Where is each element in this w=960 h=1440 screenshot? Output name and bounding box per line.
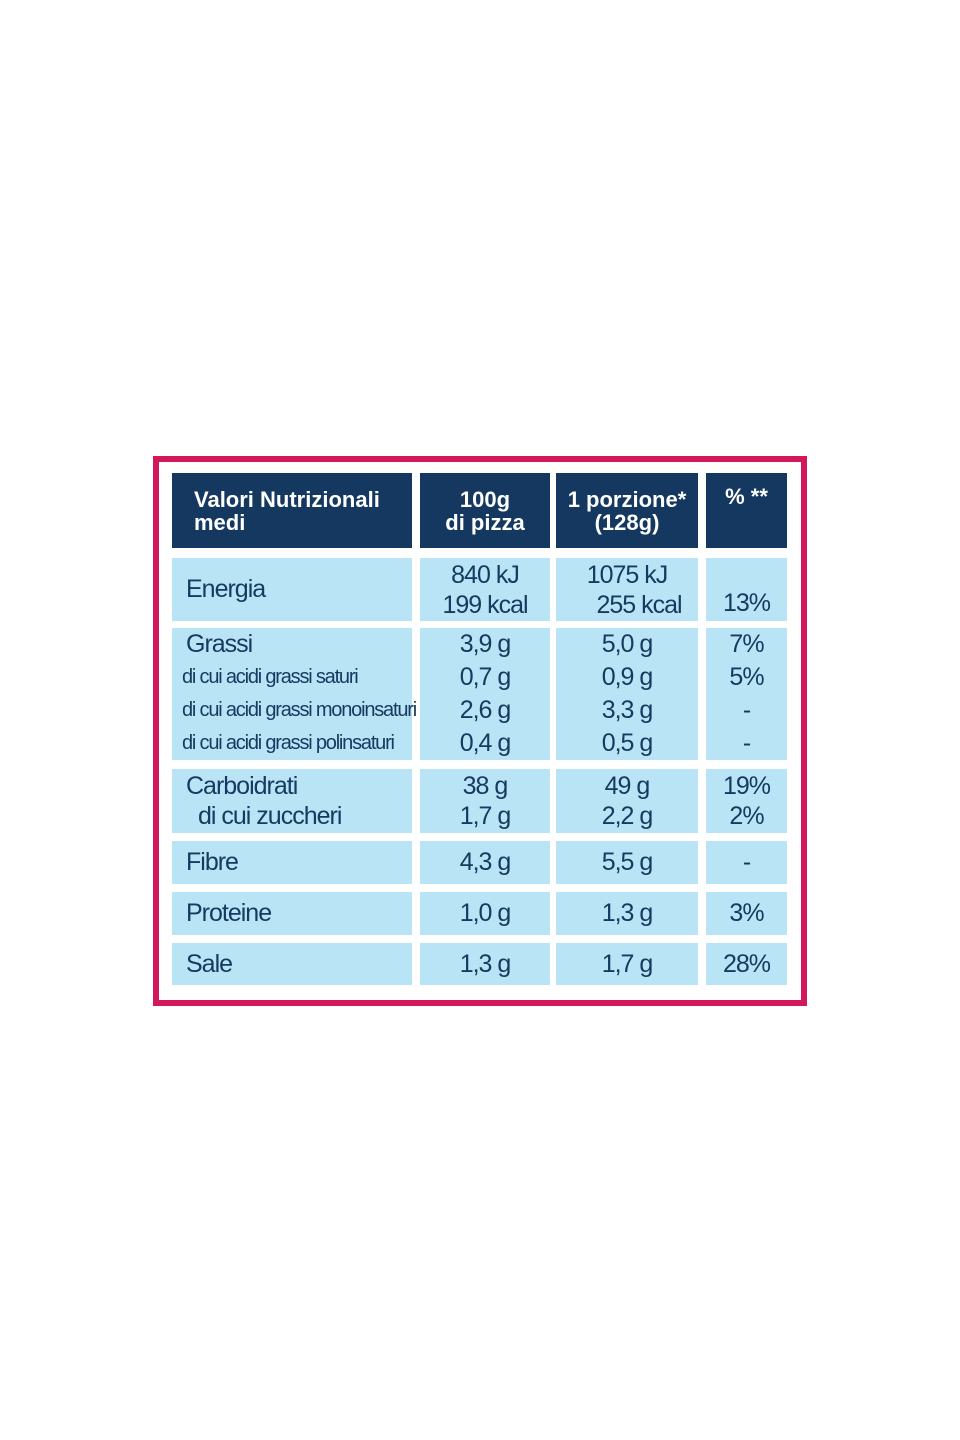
cell-text: di cui acidi grassi polinsaturi <box>182 732 395 754</box>
table-cell: 1,7 g <box>556 943 698 985</box>
cell-text: Valori Nutrizionali <box>194 486 380 512</box>
table-cell: 3,9 g 0,7 g 2,6 g 0,4 g <box>420 628 550 760</box>
cell-text: 1,0 g <box>459 899 512 927</box>
cell-text: 5,5 g <box>601 848 654 876</box>
table-cell: 19% 2% <box>706 769 787 833</box>
cell-text: 1 porzione* <box>567 486 687 512</box>
cell-text: 3% <box>729 899 764 927</box>
cell-text: 7% <box>729 630 764 658</box>
table-cell: Carboidrati di cui zuccheri <box>172 769 412 833</box>
table-cell: Sale <box>172 943 412 985</box>
table-cell: 5,0 g 0,9 g 3,3 g 0,5 g <box>556 628 698 760</box>
table-cell: 3% <box>706 892 787 935</box>
cell-text: 1,3 g <box>601 899 654 927</box>
table-cell: Grassi di cui acidi grassi saturi di cui a… <box>172 628 417 760</box>
cell-text: 0,5 g <box>601 729 654 757</box>
table-cell: Energia <box>172 558 412 621</box>
cell-text: 0,4 g <box>459 729 512 757</box>
table-cell: 28% <box>706 943 787 985</box>
cell-text: 3,3 g <box>601 696 654 724</box>
cell-text: 0,7 g <box>459 663 512 691</box>
cell-text: 1075 kJ <box>586 560 669 589</box>
cell-text: 1,3 g <box>459 949 512 978</box>
cell-text: medi <box>194 509 246 535</box>
cell-text: - <box>742 848 751 876</box>
header-cell: 1 porzione* (128g) <box>556 473 698 548</box>
cell-text: 840 kJ <box>451 560 520 589</box>
cell-text: di cui acidi grassi monoinsaturi <box>182 699 417 721</box>
cell-text: - <box>742 729 751 757</box>
table-cell: 38 g 1,7 g <box>420 769 550 833</box>
cell-text: 1,7 g <box>459 802 512 830</box>
cell-text: Proteine <box>186 899 272 927</box>
table-cell: 4,3 g <box>420 841 550 884</box>
table-cell: 840 kJ 199 kcal <box>420 558 550 621</box>
cell-text: - <box>742 696 751 724</box>
table-cell: - <box>706 841 787 884</box>
cell-text: Grassi <box>186 630 253 658</box>
table-cell: 1,0 g <box>420 892 550 935</box>
cell-text: 5% <box>729 663 764 691</box>
cell-text: 255 kcal <box>596 590 682 619</box>
cell-text: 28% <box>722 949 771 978</box>
table-cell: 1,3 g <box>420 943 550 985</box>
table-cell: 13% <box>706 558 787 621</box>
cell-text: Energia <box>186 575 266 603</box>
cell-text: di pizza <box>445 509 525 535</box>
cell-text: 199 kcal <box>442 590 528 619</box>
cell-text: 13% <box>722 589 771 617</box>
table-cell: 7% 5% - - <box>706 628 787 760</box>
cell-text: 100g <box>459 486 511 512</box>
cell-text: di cui zuccheri <box>198 802 342 830</box>
cell-text: 1,7 g <box>601 949 654 978</box>
cell-text: 0,9 g <box>601 663 654 691</box>
table-cell: 1075 kJ 255 kcal <box>556 558 698 621</box>
header-cell: % ** <box>706 473 787 548</box>
cell-text: Carboidrati <box>186 772 298 800</box>
table-cell: Proteine <box>172 892 412 935</box>
cell-text: (128g) <box>594 509 660 535</box>
cell-text: 5,0 g <box>601 630 654 658</box>
cell-text: % ** <box>725 484 768 509</box>
cell-text: di cui acidi grassi saturi <box>182 666 359 688</box>
table-cell: Fibre <box>172 841 412 884</box>
cell-text: 2,6 g <box>459 696 512 724</box>
table-cell: 1,3 g <box>556 892 698 935</box>
cell-text: Fibre <box>186 848 239 876</box>
cell-text: 38 g <box>462 772 509 800</box>
table-cell: 5,5 g <box>556 841 698 884</box>
cell-text: 19% <box>722 772 771 800</box>
cell-text: 4,3 g <box>459 848 512 876</box>
cell-text: 3,9 g <box>459 630 512 658</box>
cell-text: 49 g <box>604 772 651 800</box>
cell-text: 2,2 g <box>601 802 654 830</box>
table-cell: 49 g 2,2 g <box>556 769 698 833</box>
header-cell: 100g di pizza <box>420 473 550 548</box>
cell-text: 2% <box>729 802 764 830</box>
header-cell: Valori Nutrizionali medi <box>172 473 412 548</box>
cell-text: Sale <box>186 949 233 978</box>
